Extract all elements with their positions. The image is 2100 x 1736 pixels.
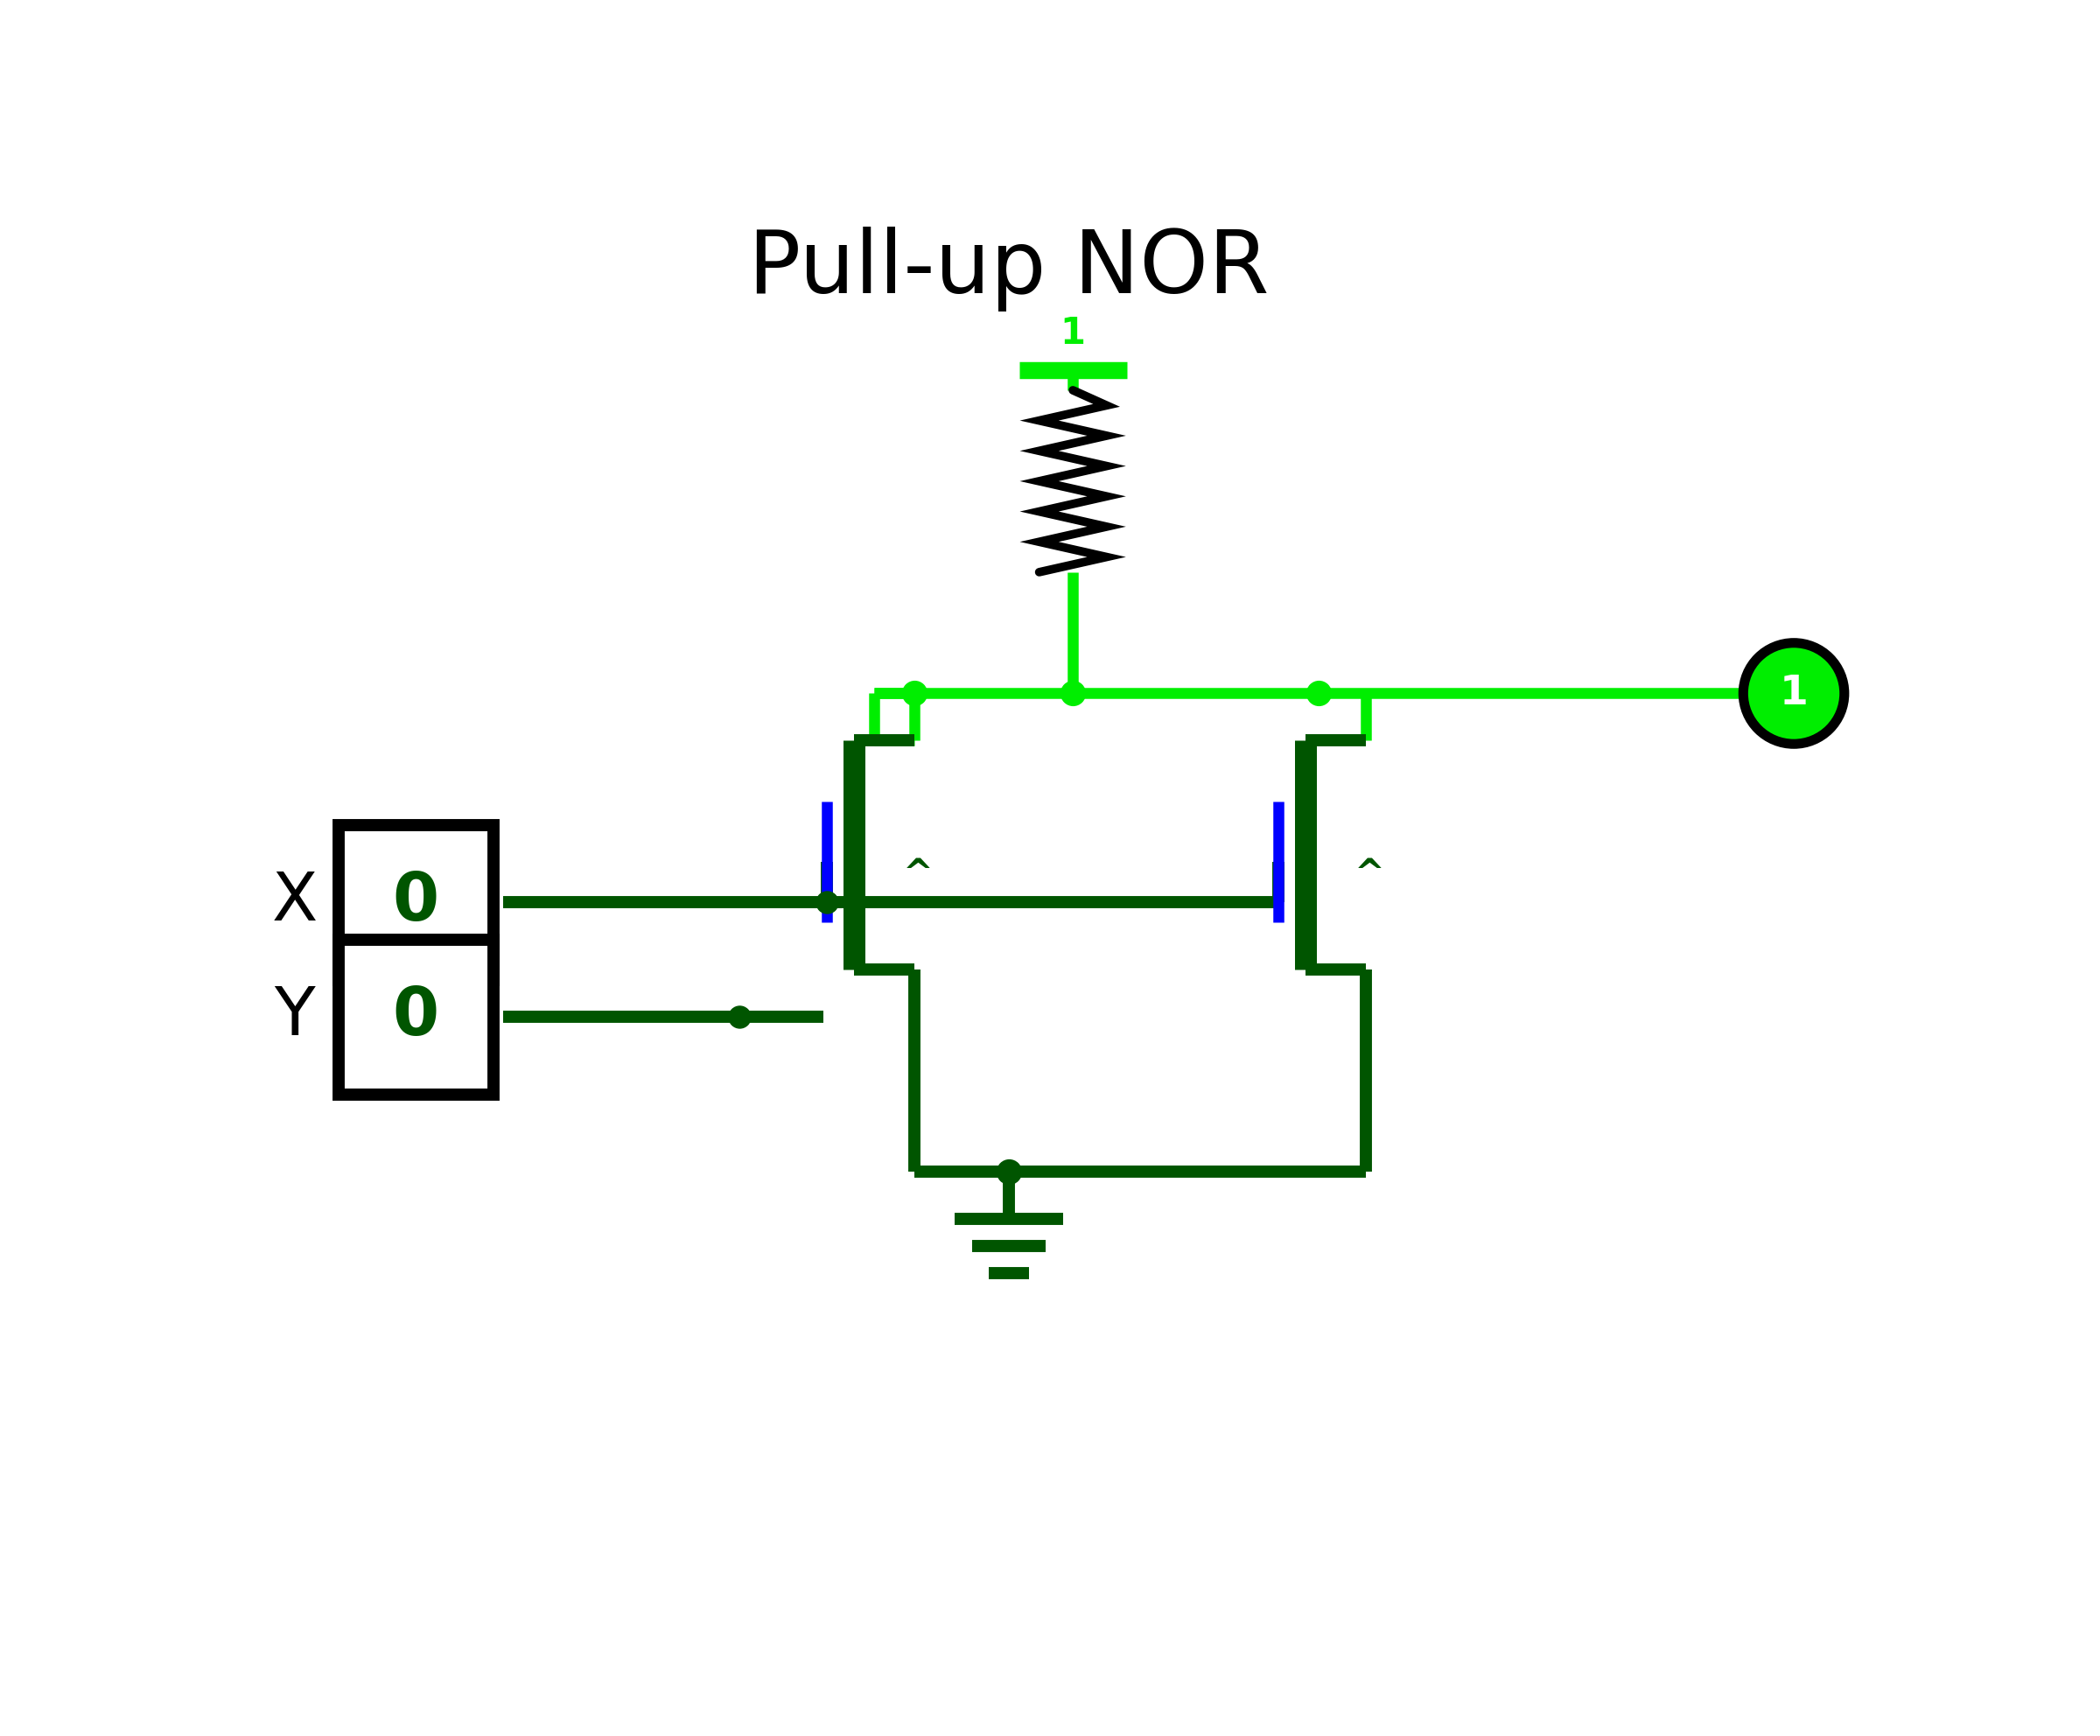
Text: 0: 0 — [393, 870, 439, 934]
Text: Y: Y — [275, 984, 315, 1049]
Text: ^: ^ — [1354, 858, 1384, 894]
Text: X: X — [271, 870, 317, 934]
Text: 0: 0 — [393, 984, 439, 1049]
FancyBboxPatch shape — [338, 939, 494, 1094]
Circle shape — [1743, 642, 1844, 745]
FancyBboxPatch shape — [338, 825, 494, 979]
Text: Pull-up NOR: Pull-up NOR — [748, 226, 1268, 311]
Text: 1: 1 — [1060, 314, 1086, 351]
Text: 1: 1 — [1779, 674, 1808, 713]
Text: ^: ^ — [903, 858, 932, 894]
